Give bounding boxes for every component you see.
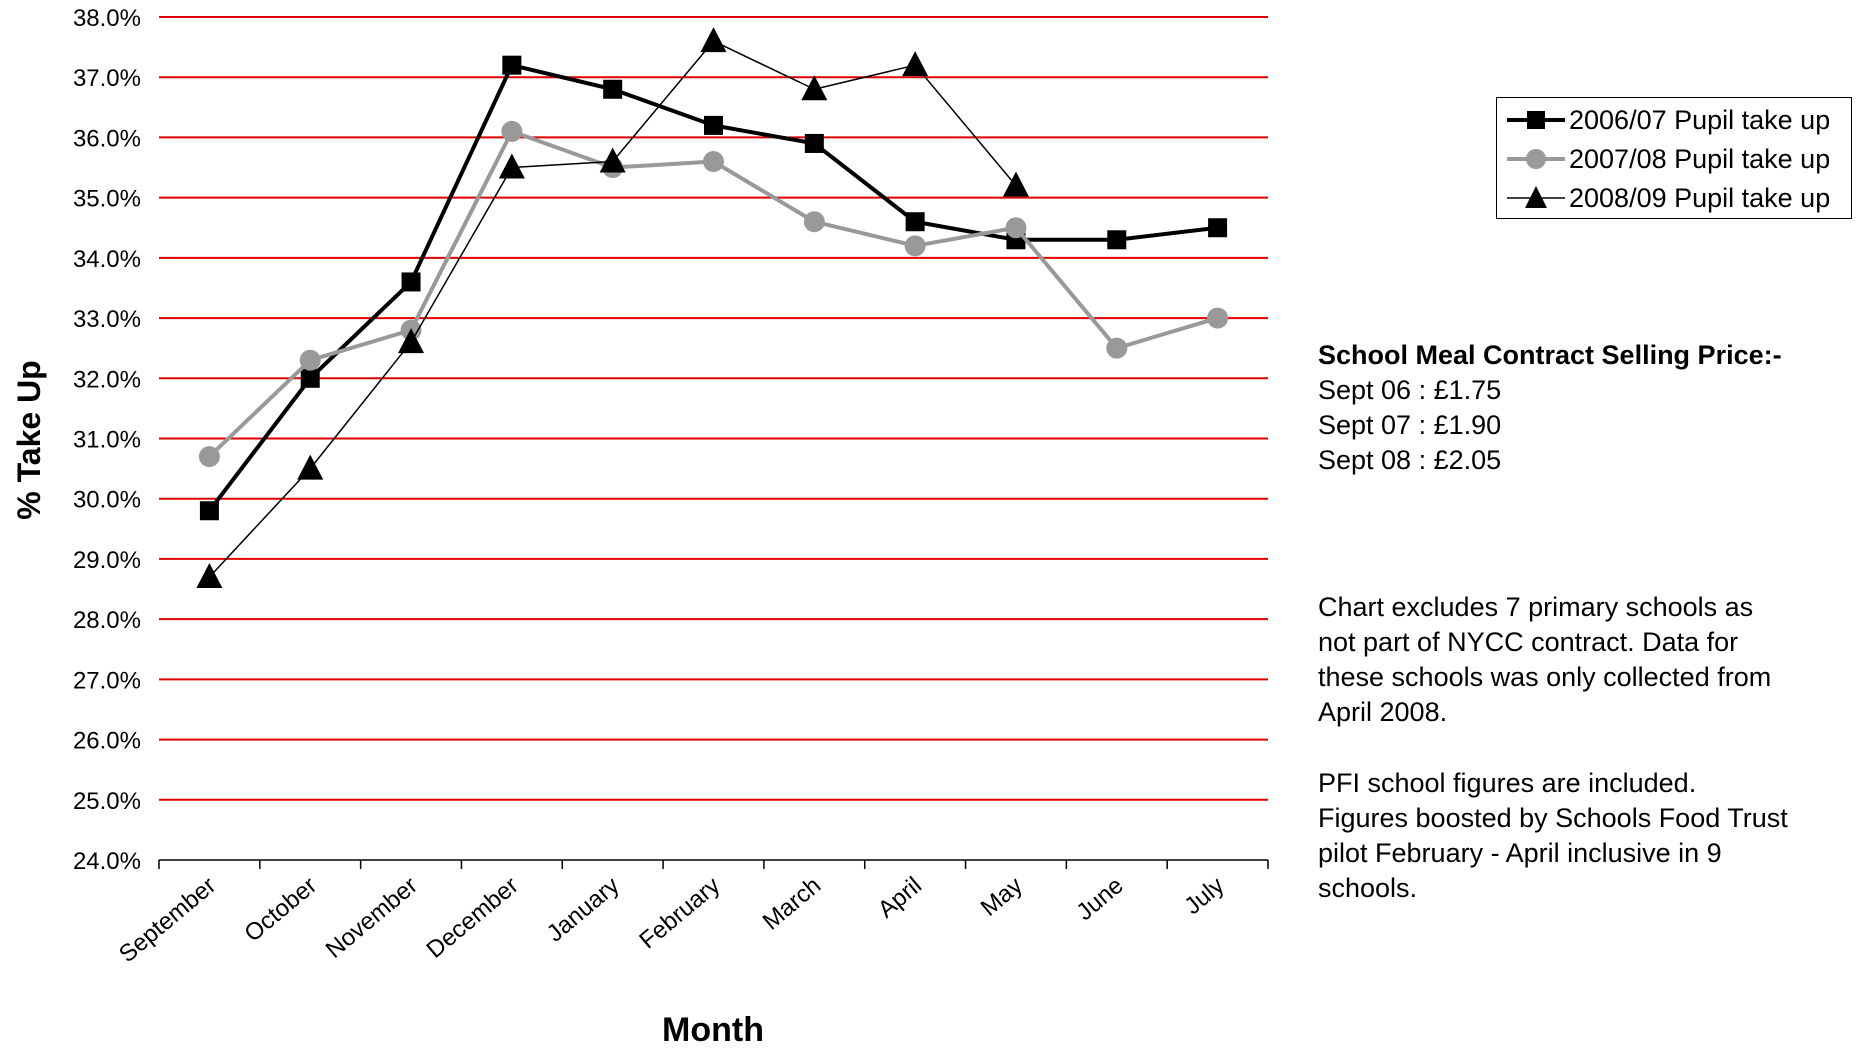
data-point-square — [603, 79, 623, 99]
legend-item-2007-08: 2007/08 Pupil take up — [1505, 141, 1830, 177]
y-tick-label: 32.0% — [73, 366, 141, 393]
x-tick-label: January — [542, 872, 625, 948]
series-line — [208, 129, 1219, 459]
data-point-square — [401, 272, 421, 292]
gridlines — [159, 16, 1268, 801]
data-point-square — [804, 133, 824, 153]
data-point-square — [199, 501, 219, 521]
data-point-square — [905, 212, 925, 232]
note-line: not part of NYCC contract. Data for — [1318, 627, 1739, 657]
series-3 — [196, 27, 1029, 588]
data-point-square — [1107, 230, 1127, 250]
data-point-circle — [198, 446, 220, 468]
axes — [158, 859, 1269, 869]
price-line: Sept 07 : £1.90 — [1318, 410, 1502, 440]
x-axis-title: Month — [662, 1011, 764, 1049]
price-line: Sept 08 : £2.05 — [1318, 445, 1502, 475]
pfi-note: PFI school figures are included. Figures… — [1318, 766, 1838, 906]
y-tick-label: 31.0% — [73, 427, 141, 454]
data-point-circle — [299, 349, 321, 371]
circle-marker-icon — [1507, 149, 1565, 169]
x-tick-label: October — [239, 872, 322, 948]
data-point-circle — [501, 120, 523, 142]
note-line: these schools was only collected from — [1318, 662, 1772, 692]
data-point-circle — [1207, 307, 1229, 329]
data-point-triangle — [398, 328, 425, 354]
y-tick-label: 27.0% — [73, 667, 141, 694]
y-tick-label: 30.0% — [73, 487, 141, 514]
legend-item-2008-09: 2008/09 Pupil take up — [1505, 180, 1830, 216]
series-line — [208, 40, 1017, 578]
x-tick-label: March — [758, 872, 826, 936]
data-point-circle — [904, 235, 926, 257]
legend-label: 2006/07 Pupil take up — [1569, 104, 1831, 135]
data-point-triangle — [196, 562, 223, 588]
data-point-circle — [1005, 217, 1027, 239]
x-tick-label: December — [422, 872, 524, 964]
data-point-triangle — [801, 75, 828, 101]
data-point-triangle — [297, 454, 324, 480]
x-tick-label: May — [976, 872, 1028, 922]
square-marker-icon — [1507, 111, 1565, 129]
legend-item-2006-07: 2006/07 Pupil take up — [1505, 102, 1830, 138]
exclusion-note: Chart excludes 7 primary schools as not … — [1318, 590, 1838, 730]
data-point-triangle — [902, 51, 929, 77]
note-line: Chart excludes 7 primary schools as — [1318, 592, 1754, 622]
price-note: School Meal Contract Selling Price:- Sep… — [1318, 338, 1838, 478]
data-point-triangle — [599, 147, 626, 173]
data-point-square — [502, 55, 522, 75]
note-line: schools. — [1318, 873, 1418, 903]
data-point-circle — [803, 211, 825, 233]
data-point-triangle — [1002, 171, 1029, 197]
y-tick-label: 35.0% — [73, 186, 141, 213]
note-line: Figures boosted by Schools Food Trust — [1318, 803, 1788, 833]
y-tick-label: 24.0% — [73, 848, 141, 875]
series-1 — [199, 55, 1228, 521]
series-layer — [196, 27, 1229, 588]
x-tick-label: February — [634, 872, 725, 954]
legend-label: 2007/08 Pupil take up — [1569, 143, 1831, 174]
y-tick-label: 33.0% — [73, 306, 141, 333]
y-tick-label: 25.0% — [73, 788, 141, 815]
x-tick-label: September — [114, 872, 221, 968]
x-tick-label: November — [321, 872, 423, 964]
y-tick-label: 36.0% — [73, 125, 141, 152]
data-point-circle — [1106, 337, 1128, 359]
y-tick-label: 38.0% — [73, 5, 141, 32]
note-line: April 2008. — [1318, 697, 1448, 727]
x-tick-label: June — [1071, 872, 1128, 926]
data-point-triangle — [498, 153, 525, 179]
price-line: Sept 06 : £1.75 — [1318, 375, 1502, 405]
data-point-square — [300, 368, 320, 388]
y-tick-label: 37.0% — [73, 65, 141, 92]
note-line: PFI school figures are included. — [1318, 768, 1697, 798]
data-point-square — [1208, 218, 1228, 238]
x-tick-label: July — [1179, 872, 1229, 920]
y-tick-label: 26.0% — [73, 728, 141, 755]
y-tick-label: 34.0% — [73, 246, 141, 273]
legend-label: 2008/09 Pupil take up — [1569, 182, 1831, 213]
data-point-circle — [703, 151, 724, 173]
data-point-triangle — [700, 27, 727, 53]
data-point-square — [704, 115, 723, 135]
note-line: pilot February - April inclusive in 9 — [1318, 838, 1722, 868]
price-note-title: School Meal Contract Selling Price:- — [1318, 340, 1782, 370]
x-tick-label: April — [873, 872, 927, 924]
y-axis-title: % Take Up — [11, 360, 47, 519]
y-axis-ticks: 24.0% 25.0% 26.0% 27.0% 28.0% 29.0% 30.0% 31.0%… — [73, 5, 141, 875]
triangle-marker-icon — [1507, 186, 1565, 208]
y-tick-label: 28.0% — [73, 607, 141, 634]
y-tick-label: 29.0% — [73, 547, 141, 574]
legend: 2006/07 Pupil take up 2007/08 Pupil take… — [1496, 97, 1852, 219]
